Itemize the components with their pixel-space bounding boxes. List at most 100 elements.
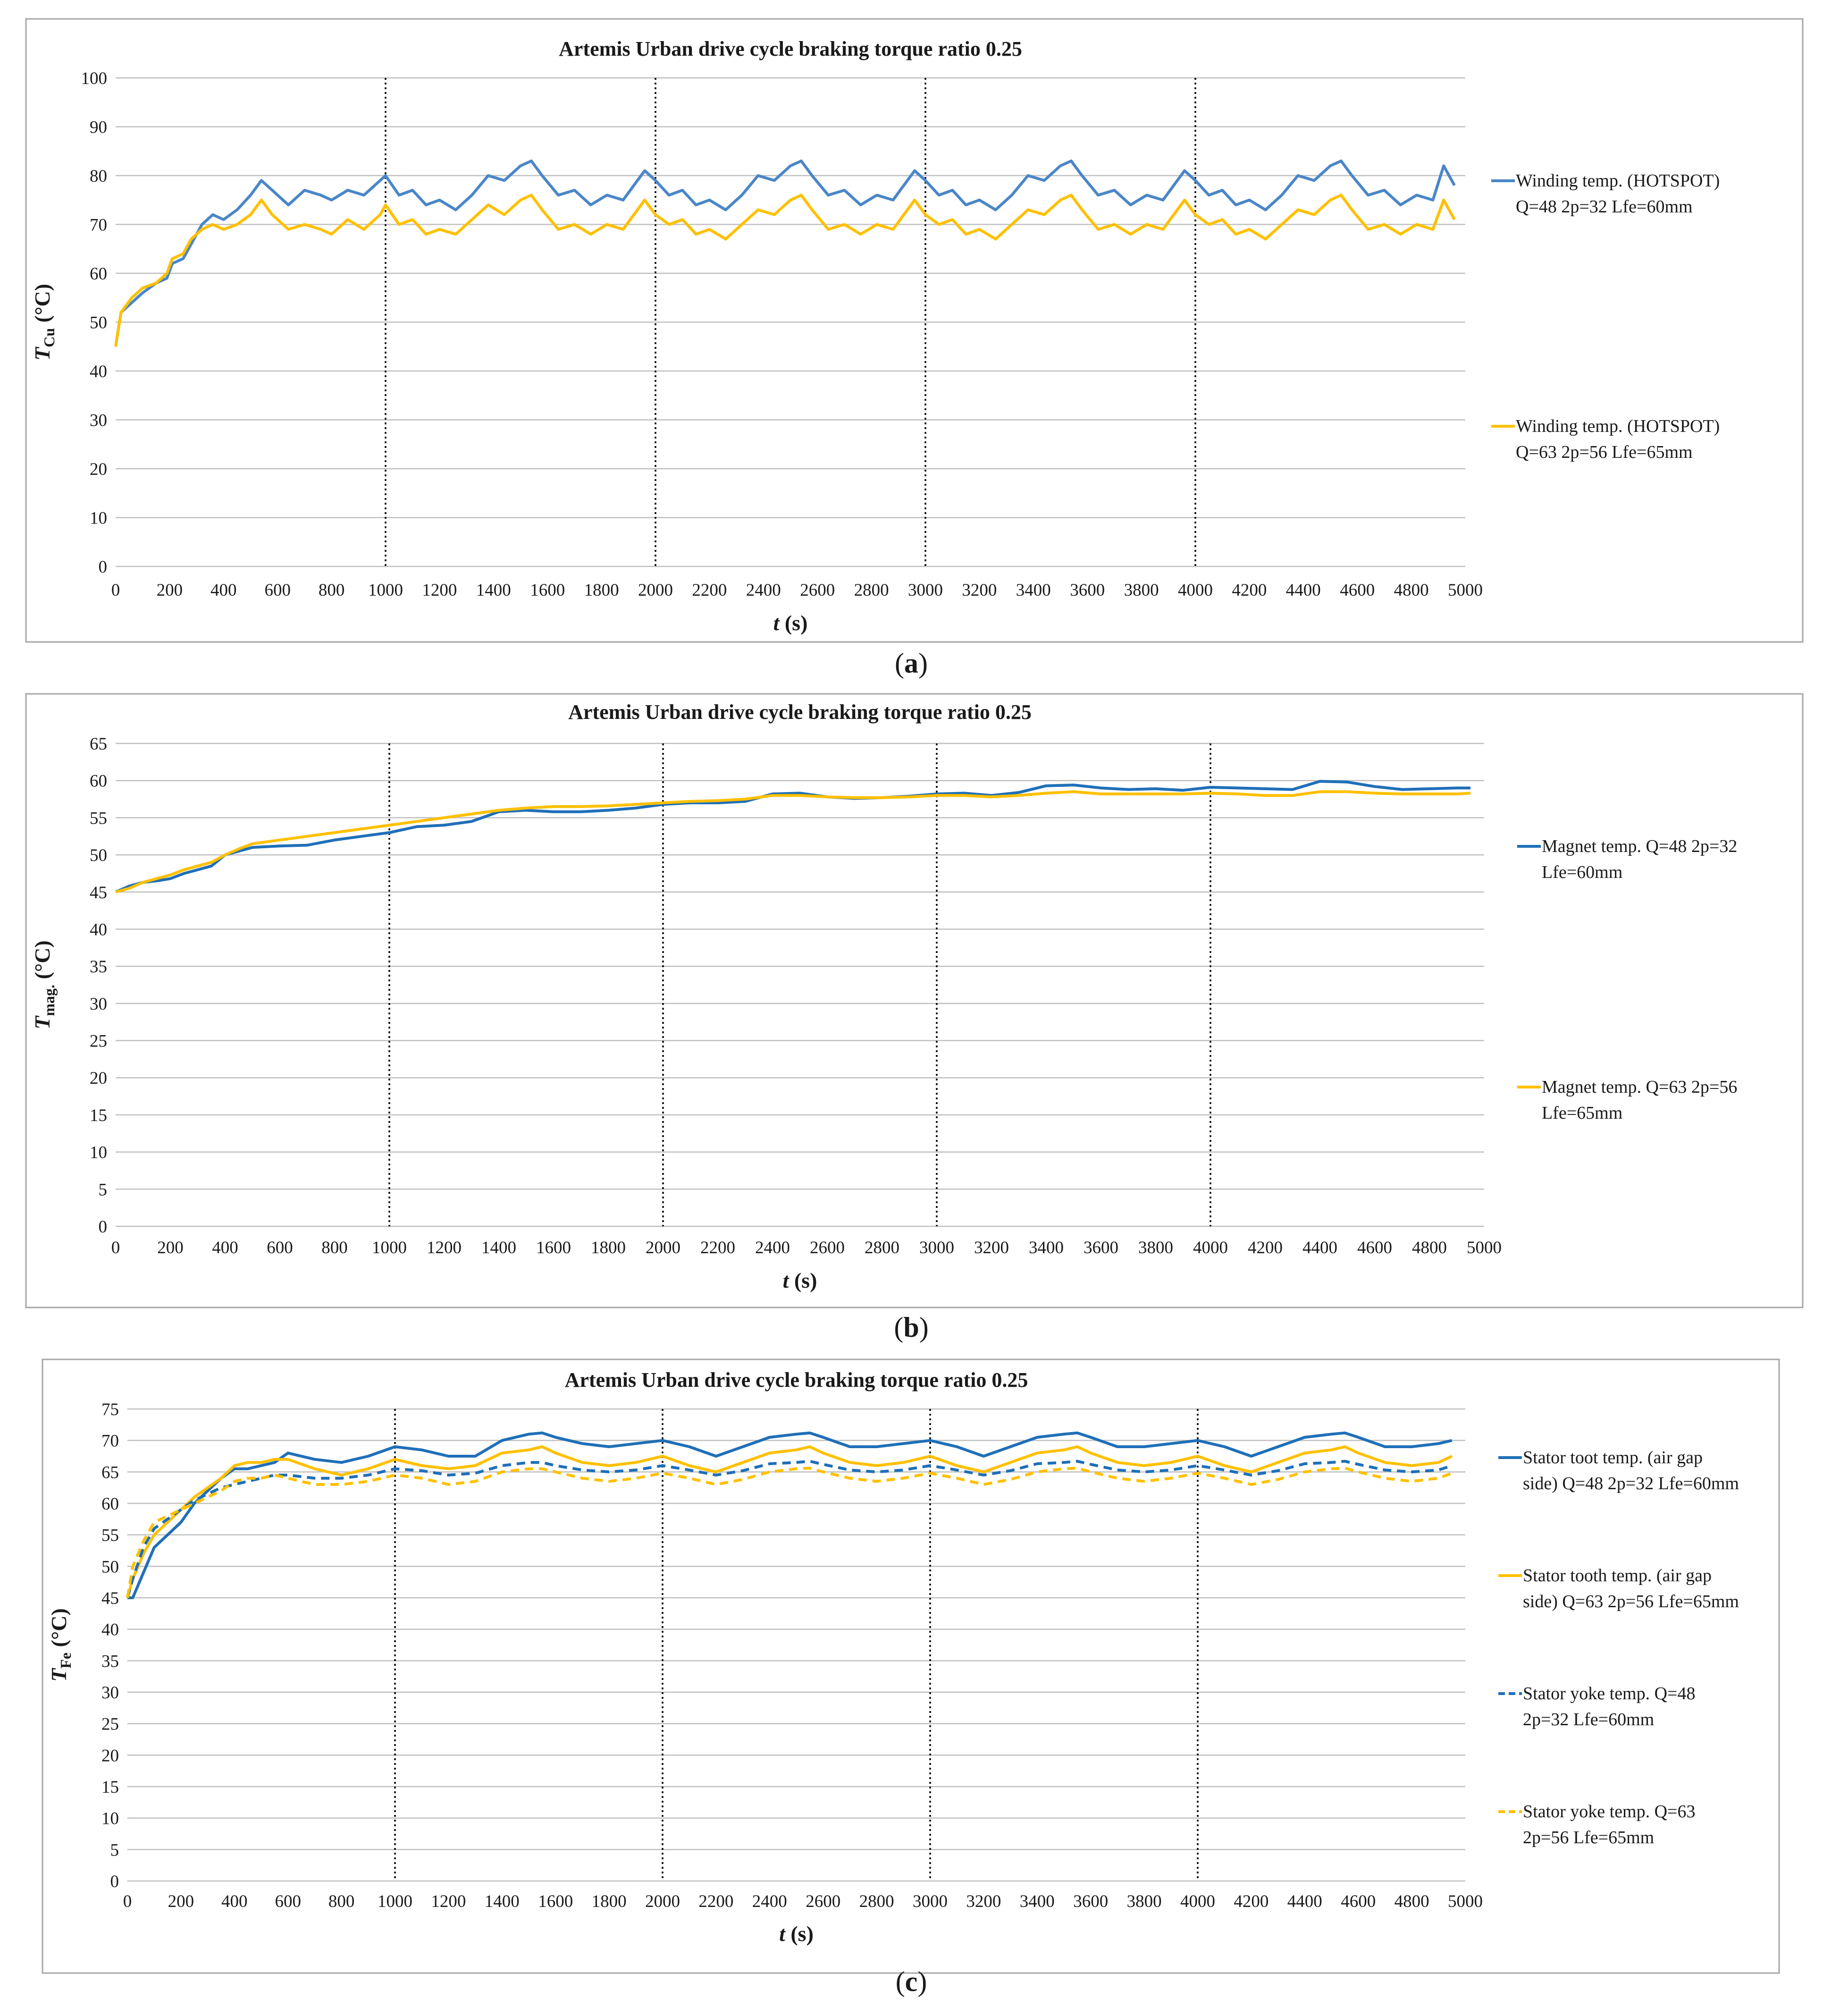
x-tick-label: 0 <box>123 1892 132 1911</box>
x-tick-label: 800 <box>328 1892 355 1911</box>
y-tick-label: 10 <box>101 1809 119 1829</box>
y-tick-label: 65 <box>90 734 107 754</box>
y-tick-label: 70 <box>90 216 107 235</box>
x-tick-label: 800 <box>321 1238 348 1257</box>
x-tick-label: 4800 <box>1394 581 1429 600</box>
x-tick-label: 2200 <box>700 1238 735 1257</box>
x-tick-label: 2400 <box>752 1892 787 1911</box>
y-tick-label: 20 <box>101 1746 119 1765</box>
x-tick-label: 1800 <box>592 1892 627 1911</box>
y-tick-label: 40 <box>90 362 107 381</box>
series-line-2 <box>114 194 1456 347</box>
x-tick-label: 1600 <box>536 1238 571 1257</box>
x-tick-label: 200 <box>157 1238 184 1257</box>
y-tick-label: 40 <box>90 920 107 939</box>
x-tick-label: 1600 <box>530 581 565 600</box>
y-tick-label: 90 <box>90 118 107 137</box>
panel-b: 0 5 10 15 20 25 30 35 40 45 50 55 60 65 0 200 400 600 800 1… <box>25 693 1804 1343</box>
series-line-4 <box>126 1467 1453 1598</box>
x-tick-label: 400 <box>210 581 237 600</box>
x-tick-label: 1400 <box>481 1238 516 1257</box>
series-line-3 <box>126 1459 1453 1598</box>
x-tick-label: 4600 <box>1341 1892 1376 1911</box>
series-line-1 <box>115 780 1470 894</box>
legend-label: Stator toot temp. (air gap side) Q=48 2p=… <box>1523 1448 1739 1493</box>
x-tick-label: 2800 <box>859 1892 894 1911</box>
x-tick-label: 3800 <box>1127 1892 1162 1911</box>
x-tick-label: 2800 <box>865 1238 899 1257</box>
x-tick-label: 1800 <box>584 581 619 600</box>
panel-c: 0 5 10 15 20 25 30 35 40 45 50 55 60 65 70 75 0 200 400 600… <box>42 1358 1780 1997</box>
y-axis-label: TCu (°C) <box>30 284 58 361</box>
y-tick-label: 65 <box>101 1463 119 1482</box>
x-tick-label: 2200 <box>698 1892 733 1911</box>
x-tick-label: 2000 <box>645 1892 680 1911</box>
x-tick-label: 3800 <box>1124 581 1159 600</box>
y-tick-label: 20 <box>90 460 107 479</box>
y-tick-label: 10 <box>90 509 107 528</box>
x-tick-label: 4600 <box>1340 581 1375 600</box>
x-tick-label: 3600 <box>1084 1238 1118 1257</box>
x-tick-label: 3200 <box>962 581 997 600</box>
panel-caption: (b) <box>894 1312 928 1343</box>
y-tick-label: 70 <box>101 1432 119 1451</box>
x-tick-label: 4400 <box>1287 1892 1322 1911</box>
y-tick-label: 75 <box>101 1400 119 1419</box>
y-tick-label: 60 <box>90 772 107 791</box>
x-tick-label: 5000 <box>1448 581 1483 600</box>
x-axis-label: t (s) <box>773 611 808 635</box>
y-tick-label: 15 <box>90 1106 107 1125</box>
x-tick-label: 200 <box>157 581 183 600</box>
legend-label: Stator yoke temp. Q=63 2p=56 Lfe=65mm <box>1523 1802 1696 1847</box>
x-tick-label: 600 <box>264 581 291 600</box>
y-tick-label: 50 <box>90 313 107 333</box>
x-tick-label: 2800 <box>854 581 889 600</box>
x-tick-label: 2600 <box>810 1238 845 1257</box>
x-tick-label: 3600 <box>1070 581 1105 600</box>
x-tick-label: 400 <box>221 1892 248 1911</box>
x-tick-label: 4600 <box>1357 1238 1392 1257</box>
legend-label: Stator yoke temp. Q=48 2p=32 Lfe=60mm <box>1523 1684 1696 1729</box>
x-tick-label: 2600 <box>800 581 835 600</box>
y-axis-label: Tmag. (°C) <box>30 940 58 1029</box>
legend-label: Winding temp. (HOTSPOT) Q=48 2p=32 Lfe=60… <box>1516 171 1720 217</box>
y-tick-label: 5 <box>99 1180 108 1199</box>
chart-title: Artemis Urban drive cycle braking torque… <box>559 37 1022 60</box>
x-tick-label: 400 <box>212 1238 238 1257</box>
x-tick-label: 3400 <box>1020 1892 1055 1911</box>
x-axis-label: t (s) <box>779 1922 814 1946</box>
y-tick-label: 30 <box>101 1683 119 1703</box>
y-tick-label: 5 <box>110 1840 119 1860</box>
series-line-2 <box>126 1445 1453 1598</box>
x-tick-label: 3400 <box>1029 1238 1064 1257</box>
legend-label: Winding temp. (HOTSPOT) Q=63 2p=56 Lfe=65… <box>1516 416 1720 462</box>
chart-frame <box>25 18 1804 643</box>
x-tick-label: 2200 <box>692 581 727 600</box>
x-tick-label: 3400 <box>1016 581 1051 600</box>
x-tick-label: 1000 <box>372 1238 407 1257</box>
x-tick-label: 2600 <box>806 1892 840 1911</box>
x-tick-label: 3000 <box>919 1238 954 1257</box>
y-tick-label: 55 <box>90 809 107 828</box>
y-tick-label: 10 <box>90 1143 107 1163</box>
y-tick-label: 0 <box>99 1217 108 1237</box>
x-tick-label: 4800 <box>1412 1238 1447 1257</box>
chart-title: Artemis Urban drive cycle braking torque… <box>568 700 1032 724</box>
x-tick-label: 200 <box>168 1892 194 1911</box>
y-tick-label: 20 <box>90 1069 107 1088</box>
y-tick-label: 25 <box>101 1715 119 1734</box>
chart-frame <box>25 693 1804 1308</box>
x-tick-label: 4400 <box>1302 1238 1337 1257</box>
x-tick-label: 1800 <box>591 1238 626 1257</box>
x-tick-label: 5000 <box>1467 1238 1502 1257</box>
legend-label: Magnet temp. Q=48 2p=32 Lfe=60mm <box>1542 836 1737 882</box>
y-tick-label: 45 <box>90 883 107 903</box>
y-tick-label: 80 <box>90 167 107 186</box>
x-tick-label: 4200 <box>1248 1238 1283 1257</box>
x-tick-label: 800 <box>319 581 345 600</box>
x-tick-label: 2400 <box>746 581 781 600</box>
x-tick-label: 600 <box>275 1892 301 1911</box>
x-tick-label: 3000 <box>913 1892 948 1911</box>
y-tick-label: 60 <box>90 264 107 284</box>
x-tick-label: 4200 <box>1234 1892 1269 1911</box>
